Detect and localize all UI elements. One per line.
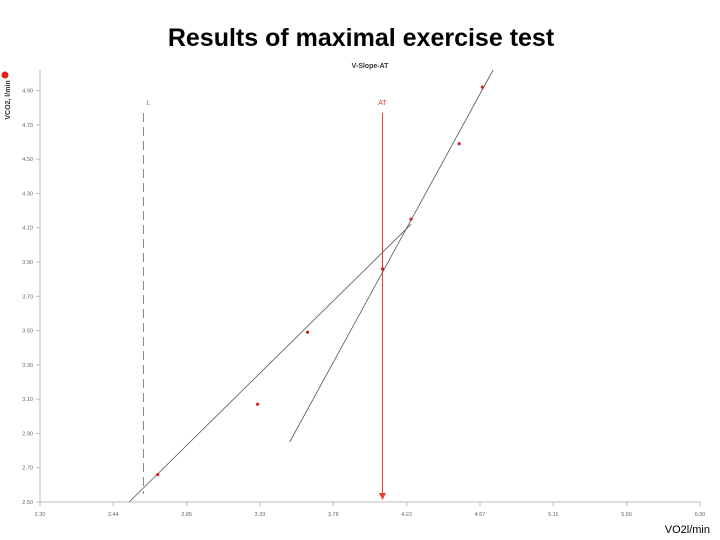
y-tick-label: 3.10 <box>22 397 33 403</box>
y-tick-label: 4.10 <box>22 226 33 232</box>
x-tick-label: 4.67 <box>475 512 486 518</box>
y-tick-label: 2.90 <box>22 431 33 437</box>
x-tick-label: 2.44 <box>108 512 119 518</box>
y-tick-label: 3.30 <box>22 363 33 369</box>
slide-title: Results of maximal exercise test <box>167 24 555 52</box>
data-point <box>156 472 160 477</box>
y-tick-label: 4.50 <box>22 157 33 163</box>
fit-line-2 <box>289 69 494 443</box>
x-tick-label: 4.22 <box>401 512 412 518</box>
x-tick-label: 2.85 <box>181 512 192 518</box>
reference-line-label-at: AT <box>378 100 387 107</box>
fit-line-1 <box>128 224 412 503</box>
y-tick-label: 2.70 <box>22 466 33 472</box>
chart-title: V-Slope-AT <box>352 63 390 70</box>
red-dot-icon <box>1 71 9 79</box>
x-tick-label: 5.11 <box>548 512 558 518</box>
y-tick-label: 3.50 <box>22 329 33 335</box>
y-axis-label: VCO2, l/min <box>5 80 12 119</box>
y-tick-label: 4.30 <box>22 191 33 197</box>
at-arrowhead <box>378 493 386 500</box>
x-tick-label: 3.33 <box>255 512 266 518</box>
y-tick-label: 4.70 <box>22 123 33 129</box>
data-point <box>380 267 385 271</box>
x-tick-label: 5.56 <box>621 512 632 518</box>
x-tick-label: 3.78 <box>328 512 339 518</box>
x-tick-label: 2.30 <box>35 512 46 518</box>
data-point <box>305 330 310 334</box>
y-tick-label: 4.90 <box>22 89 33 95</box>
data-point <box>480 85 484 89</box>
x-axis-unit-label: VO2l/min <box>664 524 710 536</box>
y-tick-label: 2.50 <box>22 500 33 506</box>
x-tick-label: 6.00 <box>695 512 706 518</box>
data-point <box>256 402 260 406</box>
y-tick-label: 3.90 <box>22 260 33 266</box>
data-point <box>457 142 461 146</box>
data-point <box>409 217 413 221</box>
reference-line-label-l: L <box>146 100 150 107</box>
y-tick-label: 3.70 <box>22 294 33 300</box>
